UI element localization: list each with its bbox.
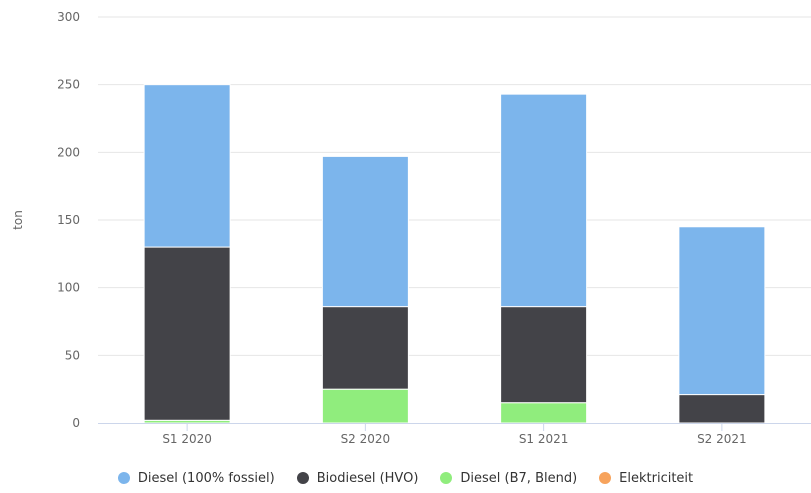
x-tick-label: S2 2021 <box>697 432 747 446</box>
legend-label: Biodiesel (HVO) <box>316 470 419 486</box>
legend-label: Elektriciteit <box>619 470 694 486</box>
legend-swatch-icon <box>296 472 309 484</box>
y-tick-label: 150 <box>57 213 80 227</box>
legend-swatch-icon <box>117 472 130 484</box>
bar-segment[interactable] <box>143 84 231 248</box>
x-tick-label: S1 2021 <box>519 432 569 446</box>
legend-item[interactable]: Elektriciteit <box>599 471 693 486</box>
bar-segment[interactable] <box>678 394 766 424</box>
y-tick-label: 100 <box>57 281 80 295</box>
y-tick-label: 0 <box>72 416 80 430</box>
legend-swatch-icon <box>599 472 612 484</box>
legend-item[interactable]: Biodiesel (HVO) <box>296 470 419 486</box>
y-tick-label: 200 <box>57 145 80 159</box>
stacked-bar-chart: 0 50 100 150 200 250 300 S1 2020 S2 2020 S1 2021… <box>11 10 811 446</box>
bar-segment[interactable] <box>321 155 409 308</box>
x-axis-ticks: S1 2020 S2 2020 S1 2021 S2 2021 <box>162 423 747 446</box>
bar-segment[interactable] <box>321 388 409 424</box>
bar-segment[interactable] <box>678 226 766 396</box>
bar-segment[interactable] <box>500 306 588 404</box>
bar-segment[interactable] <box>321 306 409 390</box>
legend-swatch-icon <box>440 472 453 484</box>
y-axis-title: ton <box>11 210 25 230</box>
x-tick-label: S1 2020 <box>162 432 212 446</box>
legend: Diesel (100% fossiel) Biodiesel (HVO) Dies… <box>0 466 811 490</box>
y-tick-label: 50 <box>65 348 80 362</box>
x-tick-label: S2 2020 <box>341 432 391 446</box>
y-axis-ticks: 0 50 100 150 200 250 300 <box>57 10 80 430</box>
y-tick-label: 250 <box>57 78 80 92</box>
legend-label: Diesel (100% fossiel) <box>137 470 275 486</box>
legend-item[interactable]: Diesel (100% fossiel) <box>117 470 275 486</box>
bar-segment[interactable] <box>143 246 231 421</box>
y-tick-label: 300 <box>57 10 80 24</box>
bars <box>143 84 766 424</box>
bar-segment[interactable] <box>500 93 588 308</box>
legend-item[interactable]: Diesel (B7, Blend) <box>440 471 577 486</box>
legend-label: Diesel (B7, Blend) <box>460 470 578 486</box>
bar-segment[interactable] <box>500 402 588 424</box>
